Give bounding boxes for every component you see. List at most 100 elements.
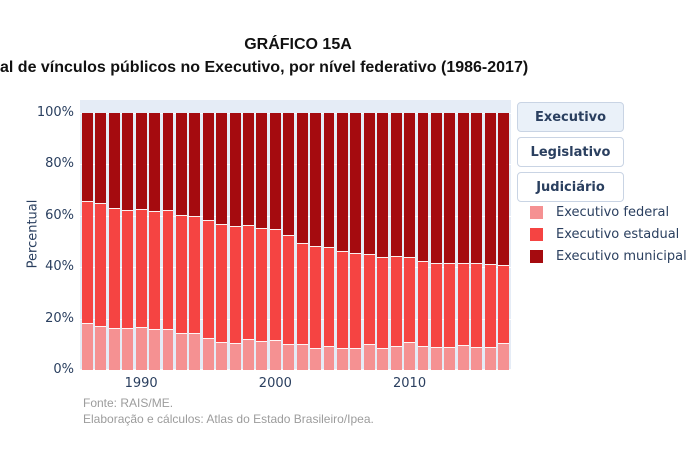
segment-executivo-municipal-1997[interactable] <box>229 113 241 228</box>
bar-1991[interactable] <box>149 113 161 370</box>
bar-1993[interactable] <box>175 113 187 370</box>
segment-executivo-estadual-1990[interactable] <box>135 209 147 329</box>
segment-executivo-estadual-1993[interactable] <box>175 215 187 335</box>
bar-2007[interactable] <box>363 113 375 370</box>
segment-executivo-estadual-2005[interactable] <box>336 252 348 350</box>
bar-2003[interactable] <box>310 113 322 370</box>
bar-2000[interactable] <box>269 113 281 370</box>
segment-executivo-federal-2007[interactable] <box>363 345 375 370</box>
segment-executivo-federal-1990[interactable] <box>135 328 147 370</box>
segment-executivo-federal-1992[interactable] <box>162 330 174 370</box>
bar-1994[interactable] <box>189 113 201 370</box>
segment-executivo-estadual-2000[interactable] <box>269 230 281 342</box>
segment-executivo-estadual-1998[interactable] <box>243 225 254 340</box>
segment-executivo-estadual-2017[interactable] <box>498 265 509 345</box>
segment-executivo-federal-1996[interactable] <box>216 342 228 370</box>
segment-executivo-municipal-2003[interactable] <box>310 113 322 247</box>
bar-2013[interactable] <box>444 113 456 370</box>
segment-executivo-estadual-2003[interactable] <box>310 246 322 349</box>
segment-executivo-municipal-1995[interactable] <box>202 113 214 221</box>
segment-executivo-estadual-1988[interactable] <box>108 208 120 329</box>
segment-executivo-municipal-2016[interactable] <box>484 113 496 265</box>
segment-executivo-federal-2005[interactable] <box>336 349 348 370</box>
segment-executivo-municipal-2009[interactable] <box>390 113 402 257</box>
segment-executivo-estadual-2008[interactable] <box>377 257 389 350</box>
segment-executivo-federal-1998[interactable] <box>243 339 254 370</box>
bar-2014[interactable] <box>457 113 469 370</box>
segment-executivo-estadual-1994[interactable] <box>189 216 201 335</box>
segment-executivo-federal-2002[interactable] <box>296 344 308 370</box>
segment-executivo-municipal-1990[interactable] <box>135 113 147 210</box>
segment-executivo-federal-1991[interactable] <box>149 330 161 370</box>
bar-2002[interactable] <box>296 113 308 370</box>
segment-executivo-estadual-1999[interactable] <box>256 228 268 343</box>
bar-2016[interactable] <box>484 113 496 370</box>
segment-executivo-estadual-2014[interactable] <box>457 263 469 346</box>
segment-executivo-federal-2016[interactable] <box>484 348 496 370</box>
segment-executivo-estadual-1992[interactable] <box>162 211 174 331</box>
segment-executivo-federal-2012[interactable] <box>430 348 442 370</box>
branch-button-executivo[interactable]: Executivo <box>517 102 624 132</box>
bar-1990[interactable] <box>135 113 147 370</box>
segment-executivo-estadual-1989[interactable] <box>122 211 134 330</box>
segment-executivo-federal-2015[interactable] <box>471 348 483 370</box>
segment-executivo-federal-2011[interactable] <box>417 346 429 370</box>
segment-executivo-municipal-2007[interactable] <box>363 113 375 255</box>
segment-executivo-estadual-2001[interactable] <box>283 236 295 345</box>
segment-executivo-federal-2003[interactable] <box>310 348 322 370</box>
legend-item-executivo-estadual[interactable]: Executivo estadual <box>530 227 687 242</box>
bar-2005[interactable] <box>336 113 348 370</box>
branch-button-judiciario[interactable]: Judiciário <box>517 172 624 202</box>
segment-executivo-municipal-2008[interactable] <box>377 113 389 258</box>
bar-2011[interactable] <box>417 113 429 370</box>
segment-executivo-municipal-2006[interactable] <box>350 113 362 254</box>
segment-executivo-estadual-2012[interactable] <box>430 263 442 349</box>
segment-executivo-municipal-2013[interactable] <box>444 113 456 264</box>
segment-executivo-municipal-1987[interactable] <box>95 113 107 205</box>
bar-1996[interactable] <box>216 113 228 370</box>
segment-executivo-estadual-1995[interactable] <box>202 220 214 339</box>
bar-1999[interactable] <box>256 113 268 370</box>
segment-executivo-estadual-2015[interactable] <box>471 264 483 349</box>
segment-executivo-municipal-2014[interactable] <box>457 113 469 264</box>
bar-2010[interactable] <box>404 113 416 370</box>
segment-executivo-federal-2000[interactable] <box>269 341 281 370</box>
segment-executivo-federal-1993[interactable] <box>175 334 187 370</box>
legend-item-executivo-municipal[interactable]: Executivo municipal <box>530 249 687 264</box>
segment-executivo-federal-1989[interactable] <box>122 329 134 370</box>
bar-1987[interactable] <box>95 113 107 370</box>
bar-2004[interactable] <box>323 113 335 370</box>
segment-executivo-estadual-1991[interactable] <box>149 211 161 331</box>
segment-executivo-municipal-2002[interactable] <box>296 113 308 244</box>
segment-executivo-estadual-2004[interactable] <box>323 247 335 348</box>
segment-executivo-federal-1986[interactable] <box>82 324 93 370</box>
segment-executivo-federal-2010[interactable] <box>404 343 416 370</box>
segment-executivo-estadual-1996[interactable] <box>216 225 228 343</box>
segment-executivo-federal-2017[interactable] <box>498 344 509 370</box>
segment-executivo-estadual-2007[interactable] <box>363 254 375 346</box>
bar-2015[interactable] <box>471 113 483 370</box>
segment-executivo-municipal-2011[interactable] <box>417 113 429 263</box>
segment-executivo-municipal-1992[interactable] <box>162 113 174 212</box>
bar-2006[interactable] <box>350 113 362 370</box>
segment-executivo-municipal-2010[interactable] <box>404 113 416 258</box>
segment-executivo-municipal-1996[interactable] <box>216 113 228 226</box>
bar-1997[interactable] <box>229 113 241 370</box>
segment-executivo-estadual-2009[interactable] <box>390 256 402 348</box>
segment-executivo-municipal-1999[interactable] <box>256 113 268 229</box>
bar-2009[interactable] <box>390 113 402 370</box>
segment-executivo-estadual-2013[interactable] <box>444 263 456 349</box>
segment-executivo-federal-2006[interactable] <box>350 349 362 370</box>
segment-executivo-municipal-1993[interactable] <box>175 113 187 216</box>
segment-executivo-municipal-1989[interactable] <box>122 113 134 212</box>
bar-1992[interactable] <box>162 113 174 370</box>
segment-executivo-federal-1997[interactable] <box>229 344 241 370</box>
segment-executivo-estadual-2010[interactable] <box>404 257 416 343</box>
segment-executivo-estadual-2002[interactable] <box>296 243 308 345</box>
segment-executivo-federal-2001[interactable] <box>283 344 295 370</box>
segment-executivo-municipal-1994[interactable] <box>189 113 201 217</box>
segment-executivo-municipal-1988[interactable] <box>108 113 120 209</box>
segment-executivo-municipal-2001[interactable] <box>283 113 295 237</box>
segment-executivo-municipal-1991[interactable] <box>149 113 161 212</box>
segment-executivo-federal-1999[interactable] <box>256 342 268 370</box>
